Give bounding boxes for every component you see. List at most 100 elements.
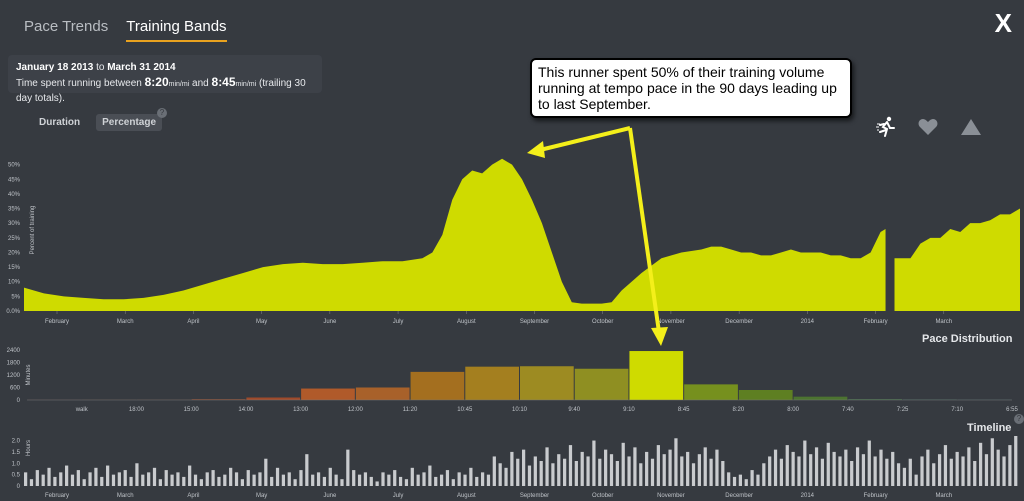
timeline-bar (709, 458, 713, 486)
timeline-bar (627, 456, 631, 486)
timeline-bar (340, 479, 344, 486)
timeline-bar (363, 472, 368, 486)
pace-tick-label: 9:40 (568, 407, 580, 413)
timeline-bar (305, 454, 309, 486)
timeline-bar (744, 479, 748, 486)
pace-tick-label: 7:40 (842, 407, 854, 413)
x-tick-label: November (657, 319, 685, 325)
pace-bar (520, 366, 574, 400)
timeline-bar (469, 467, 473, 486)
timeline-bar (369, 476, 373, 486)
timeline-bar (568, 445, 573, 486)
timeline-bar (943, 445, 948, 486)
pace-tick-label: 6:55 (1006, 407, 1018, 413)
timeline-bar (88, 472, 92, 486)
x-tick-label: July (393, 319, 404, 325)
timeline-bar (656, 445, 660, 486)
arrow-to-bar (628, 127, 661, 333)
arrow-head-peak (527, 141, 545, 158)
timeline-bar (53, 476, 57, 486)
y-tick-label: 0 (17, 484, 21, 490)
timeline-bar (217, 476, 221, 486)
timeline-bar (76, 470, 80, 486)
pace-tick-label: 8:00 (787, 407, 799, 413)
pace-range-prefix: Time spent running between (16, 78, 142, 89)
timeline-bar (756, 474, 760, 486)
timeline-bar (129, 476, 133, 486)
timeline-bar (527, 465, 532, 486)
y-tick-label: 5% (11, 294, 20, 300)
timeline-bar (410, 467, 414, 486)
pace-tick-label: 7:25 (897, 407, 909, 413)
timeline-bar (229, 467, 233, 486)
timeline-bar (680, 456, 684, 486)
timeline-bar (404, 479, 409, 486)
timeline-bar (785, 445, 789, 486)
y-tick-label: 15% (8, 265, 21, 271)
timeline-bar (984, 454, 989, 486)
timeline-bar (270, 476, 274, 486)
timeline-bar (949, 458, 953, 486)
help-icon[interactable]: ? (157, 108, 167, 118)
percentage-button[interactable]: Percentage (96, 114, 163, 131)
x-tick-label: February (864, 319, 888, 325)
x-tick-label: August (457, 319, 476, 325)
x-tick-label: March (117, 319, 134, 325)
timeline-bar (727, 472, 731, 486)
timeline-bar (545, 447, 549, 486)
timeline-bar (135, 463, 139, 486)
pace-tick-label: 8:20 (733, 407, 745, 413)
tab-training-bands[interactable]: Training Bands (126, 18, 227, 42)
duration-button[interactable]: Duration (39, 117, 81, 128)
timeline-bar (334, 474, 338, 486)
timeline-bar (111, 474, 116, 486)
timeline-bar (352, 470, 356, 486)
x-tick-label: 2014 (801, 493, 815, 499)
timeline-bar (791, 451, 795, 486)
pace-tick-label: 14:00 (238, 407, 254, 413)
timeline-bar (703, 447, 707, 486)
timeline-bar (855, 447, 860, 486)
x-tick-label: February (864, 493, 888, 499)
pace-tick-label: 7:10 (951, 407, 963, 413)
x-tick-label: November (657, 493, 685, 499)
timeline-bar (463, 474, 467, 486)
close-button[interactable]: X (994, 8, 1012, 38)
x-tick-label: March (117, 493, 134, 499)
timeline-bar (955, 451, 959, 486)
y-tick-label: 30% (8, 221, 21, 227)
timeline-bar (814, 447, 819, 486)
timeline-bar (29, 479, 34, 486)
tab-pace-trends[interactable]: Pace Trends (24, 18, 109, 35)
timeline-help-icon[interactable]: ? (1014, 414, 1024, 424)
timeline-bar (1008, 445, 1012, 486)
y-axis-label: Percent of training (30, 206, 36, 255)
x-tick-label: August (457, 493, 476, 499)
mountain-icon[interactable] (960, 118, 982, 136)
timeline-bar (533, 456, 537, 486)
timeline-bar (193, 474, 198, 486)
runner-icon[interactable] (876, 116, 896, 138)
timeline-bar (639, 463, 643, 486)
x-tick-label: March (935, 493, 952, 499)
pace-tick-label: 13:00 (293, 407, 309, 413)
timeline-bar (609, 454, 614, 486)
timeline-bar (486, 474, 491, 486)
timeline-bar (141, 474, 145, 486)
timeline-bar (24, 472, 28, 486)
pace-tick-label: 9:10 (623, 407, 635, 413)
y-tick-label: 600 (10, 386, 21, 392)
timeline-bar (381, 472, 385, 486)
timeline-bar (311, 474, 315, 486)
timeline-bar (504, 467, 508, 486)
heart-icon[interactable] (918, 118, 938, 136)
timeline-bar (574, 461, 578, 486)
timeline-bar (70, 474, 75, 486)
timeline-bar (650, 458, 655, 486)
timeline-bar (299, 470, 303, 486)
timeline-bar (902, 467, 907, 486)
timeline-bar (152, 467, 157, 486)
timeline-bar (106, 465, 110, 486)
x-tick-label: October (592, 493, 613, 499)
timeline-title: Timeline (967, 422, 1012, 434)
